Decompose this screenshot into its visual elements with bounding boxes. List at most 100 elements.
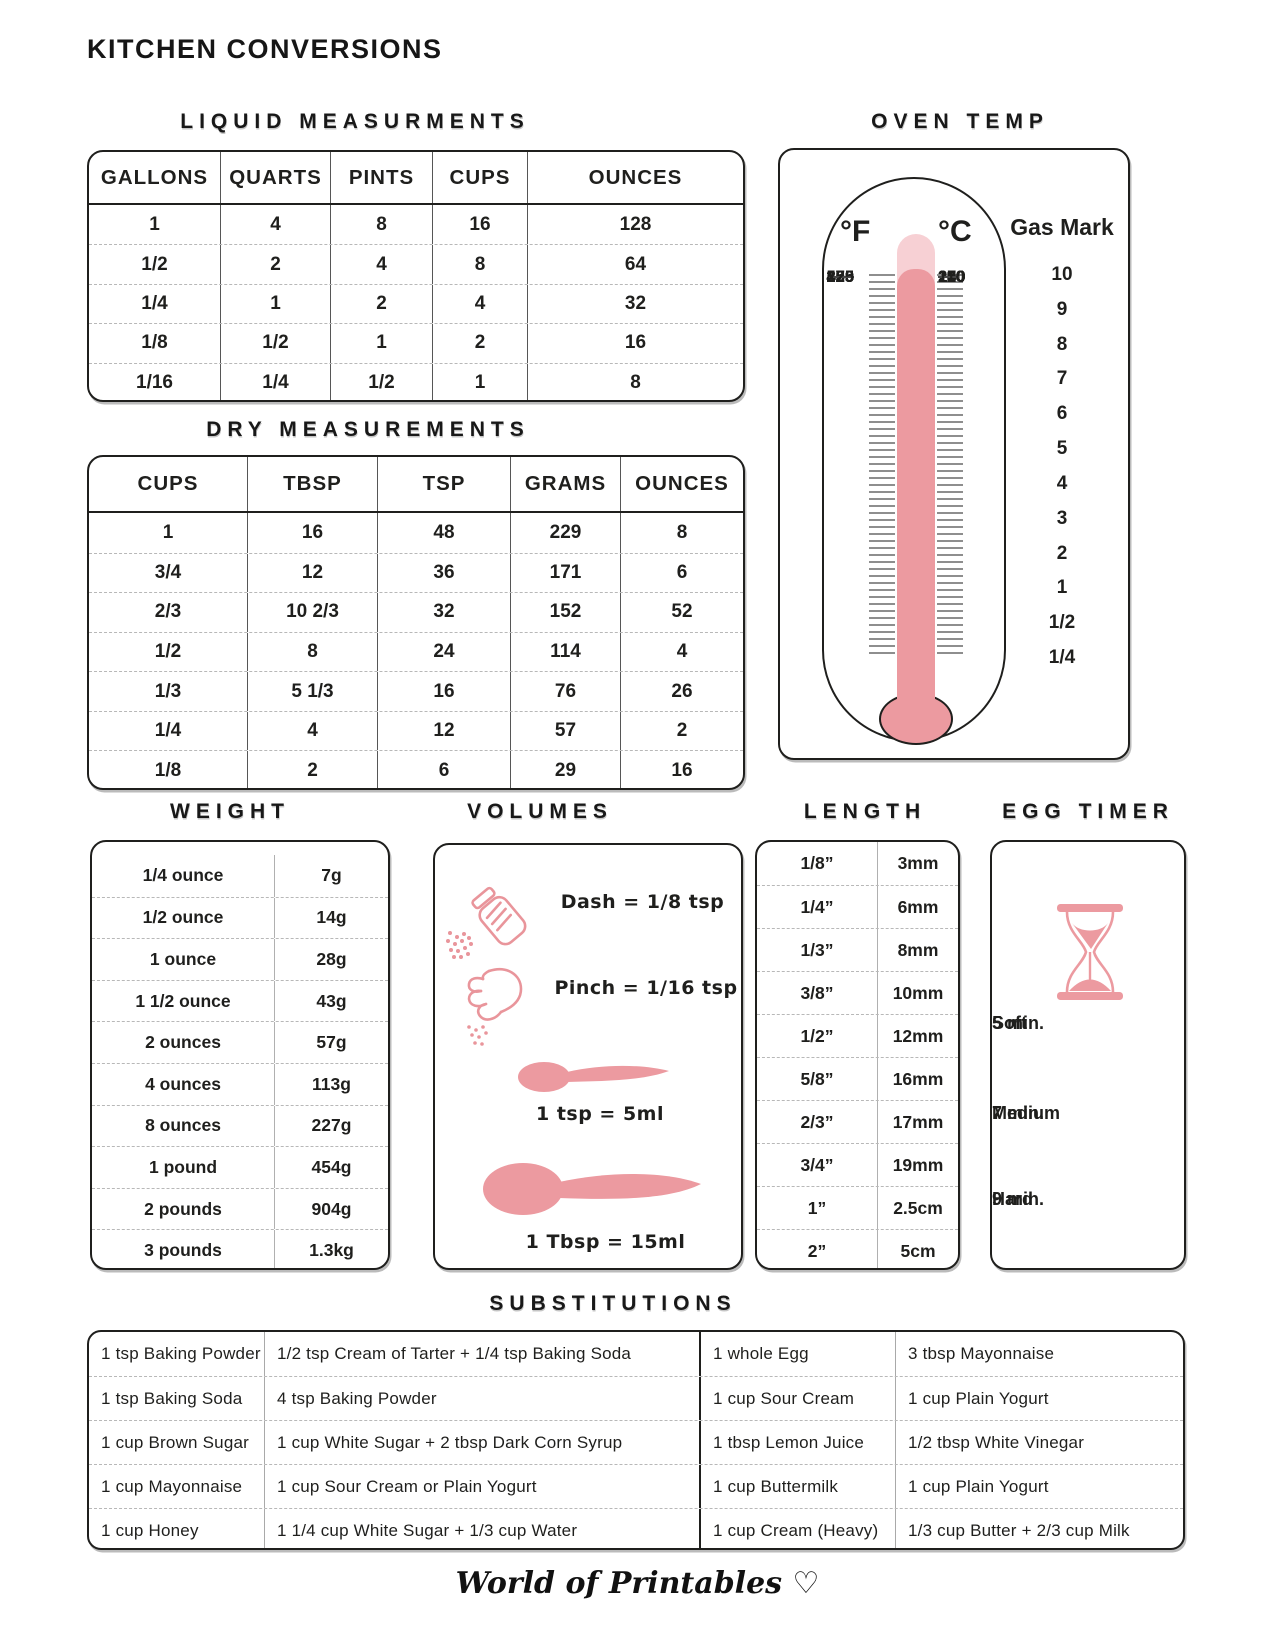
table-cell: 110 [938, 267, 965, 286]
table-row: 1/4” 6mm [757, 885, 958, 928]
table-cell: 229 [510, 513, 620, 553]
table-cell: 8 ounces [145, 1115, 221, 1136]
table-cell: 1 1/4 cup White Sugar + 1/3 cup Water [264, 1509, 699, 1548]
table-cell: 12 [247, 553, 377, 593]
table-row: 1/2 8 24 114 4 [89, 631, 743, 672]
length-section-title: LENGTH [803, 800, 927, 823]
table-row: 1 [1002, 577, 1122, 599]
table-cell: 4 [247, 711, 377, 751]
table-cell: 16 [377, 672, 510, 711]
table-row: 4 [1002, 473, 1122, 494]
table-row: 1 ounce 28g [92, 938, 388, 980]
table-cell: 24 [377, 632, 510, 672]
liquid-section-title: LIQUID MEASURMENTS [180, 110, 530, 133]
table-cell: 1/4 [141, 292, 168, 314]
table-cell: 1 cup Plain Yogurt [895, 1465, 1183, 1508]
table-cell: 1/2 ounce [142, 907, 224, 928]
table-cell: 227g [274, 1105, 388, 1147]
table-cell: 1” [807, 1197, 827, 1218]
length-table: 1/8” 3mm 1/4” 6mm 1/3” 8mm 3/8” 10mm 1/2” 12mm 5/8… [755, 840, 960, 1270]
table-cell: 1/2 [220, 324, 330, 363]
table-cell: 1/4 [154, 720, 182, 742]
table-cell: 14g [274, 897, 388, 939]
table-cell: 4 [432, 284, 527, 324]
substitutions-section-title: SUBSTITUTIONS [489, 1292, 737, 1315]
table-cell: 8 [247, 632, 377, 672]
table-cell: 3/4 [154, 561, 182, 583]
table-row: 3/4” 19mm [757, 1143, 958, 1186]
table-cell: 1 cup Sour Cream or Plain Yogurt [264, 1465, 699, 1508]
table-cell: 113g [274, 1063, 388, 1105]
table-cell: 26 [620, 672, 743, 711]
table-cell: 4 [620, 632, 743, 672]
table-row: 1/4 ounce 7g [92, 855, 388, 897]
volumes-panel: Dash = 1/8 tsp Pinch = 1/16 tsp 1 tsp [433, 843, 743, 1270]
table-row: 1 tsp Baking Powder 1/2 tsp Cream of Tart… [89, 1332, 1183, 1376]
table-row: 10 [1002, 264, 1122, 285]
table-cell: 5 1/3 [247, 672, 377, 711]
table-row: 1/8” 3mm [757, 842, 958, 885]
table-row: 1/8 1/2 1 2 16 [89, 323, 743, 363]
table-cell: 1 tsp Baking Soda [101, 1388, 243, 1408]
substitutions-table: 1 tsp Baking Powder 1/2 tsp Cream of Tart… [87, 1330, 1185, 1550]
table-row: 2 pounds 904g [92, 1187, 388, 1230]
table-row: 2/3 10 2/3 32 152 52 [89, 592, 743, 632]
egg-timer-section-title: EGG TIMER [1002, 800, 1174, 823]
table-cell: 1 cup Honey [101, 1520, 199, 1540]
table-cell: 1/4 ounce [142, 865, 224, 886]
table-cell: 17mm [877, 1101, 958, 1143]
table-cell: 128 [527, 205, 743, 245]
table-cell: 1/8” [800, 853, 834, 873]
table-cell: 10 [1051, 264, 1073, 285]
table-cell: 1 cup White Sugar + 2 tbsp Dark Corn Syr… [264, 1421, 699, 1464]
table-cell: 4 ounces [145, 1073, 221, 1094]
table-cell: 8 [432, 245, 527, 284]
table-cell: 2 [1056, 542, 1068, 564]
table-cell: 12 [377, 711, 510, 751]
table-cell: 1.3kg [274, 1230, 388, 1268]
table-cell: 1/8 [154, 759, 182, 781]
table-cell: 1 [162, 521, 174, 543]
dry-table-body: 1 16 48 229 8 3/4 12 36 171 6 2/3 10 2/3 32 152 52 1/2 8… [89, 513, 743, 788]
table-row: 1/2 [1002, 612, 1122, 633]
table-cell: 1 cup Brown Sugar [101, 1432, 249, 1452]
table-cell: 6 [377, 751, 510, 788]
table-cell: 4 [330, 245, 432, 284]
dash-conversion-label: Dash = 1/8 tsp [560, 891, 725, 913]
table-cell: 2/3” [800, 1111, 834, 1132]
header-cell: QUARTS [220, 152, 330, 203]
header-cell: OUNCES [620, 457, 743, 511]
thermometer-mercury [897, 269, 935, 708]
table-cell: 1 pound [148, 1156, 218, 1177]
fahrenheit-unit-label: °F [840, 215, 871, 248]
table-cell: 1/8 [141, 332, 168, 354]
egg-soft-label: Soft [992, 1013, 1027, 1033]
header-cell: PINTS [330, 152, 432, 203]
table-cell: 16 [527, 324, 743, 363]
table-cell: 1/3 [154, 680, 182, 702]
egg-hard-time: 9 min. [992, 1189, 1045, 1209]
table-cell: 3/8” [800, 982, 834, 1003]
table-cell: 1/2 [154, 640, 182, 662]
table-row: 3 pounds 1.3kg [92, 1229, 388, 1268]
table-row: 8 [1002, 334, 1122, 355]
celsius-tick-marks [937, 274, 963, 654]
table-cell: 43g [274, 980, 388, 1022]
table-row: 1/2 2 4 8 64 [89, 244, 743, 284]
table-row: 5/8” 16mm [757, 1057, 958, 1100]
tablespoon-icon [483, 1163, 701, 1215]
table-row: 7 [1002, 368, 1122, 389]
teaspoon-conversion-label: 1 tsp = 5ml [535, 1103, 664, 1125]
table-cell: 8 [330, 205, 432, 245]
table-cell: 8 [620, 513, 743, 553]
table-row: 2 ounces 57g [92, 1021, 388, 1063]
table-cell: 2 [620, 711, 743, 751]
table-cell: 1 tbsp Lemon Juice [699, 1421, 895, 1464]
table-cell: 1 [1056, 577, 1068, 599]
table-cell: 5cm [877, 1230, 958, 1268]
table-cell: 225 [826, 267, 854, 286]
tablespoon-conversion-label: 1 Tbsp = 15ml [525, 1231, 686, 1253]
oven-section-title: OVEN TEMP [871, 110, 1049, 133]
table-row: 1/4 4 12 57 2 [89, 710, 743, 751]
